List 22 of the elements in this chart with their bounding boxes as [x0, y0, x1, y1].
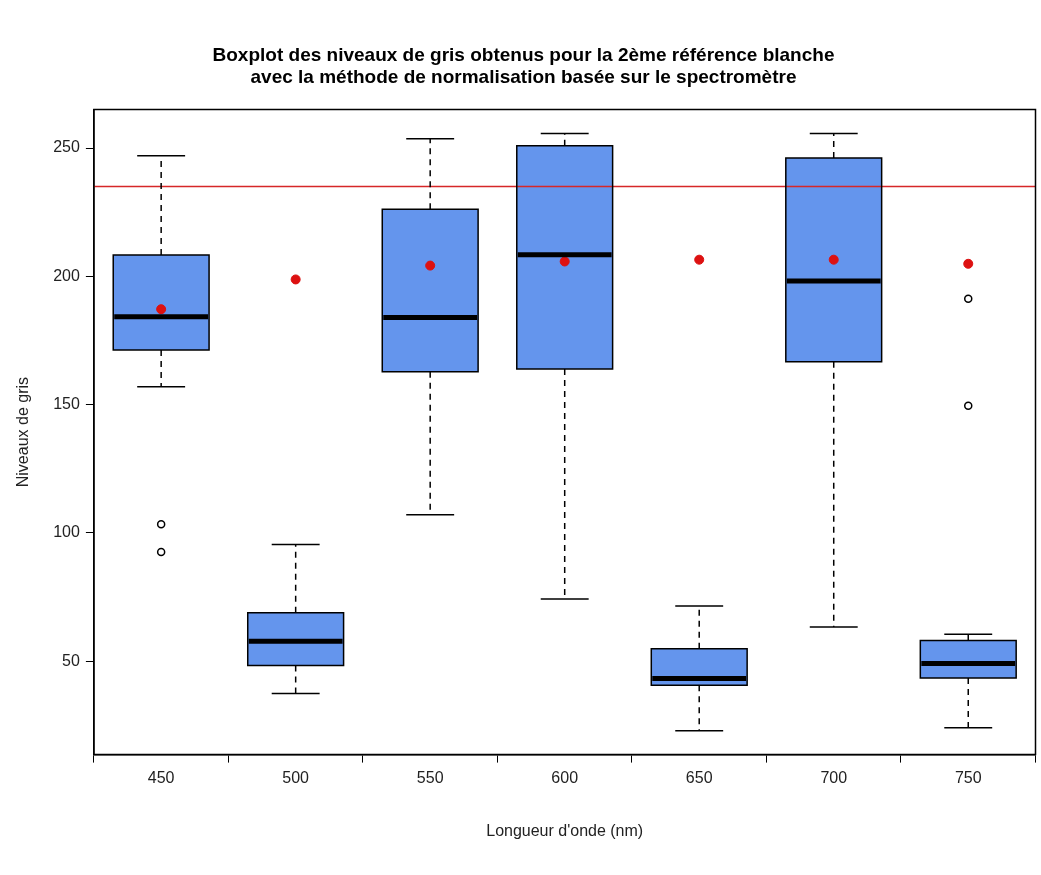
- point: [156, 304, 167, 315]
- x-tick-label: 750: [954, 768, 982, 786]
- point: [828, 254, 839, 265]
- x-tick-label: 500: [282, 768, 310, 786]
- y-tick-label: 50: [62, 651, 80, 669]
- x-axis-title: Longueur d'onde (nm): [486, 821, 644, 839]
- chart-title: Boxplot des niveaux de gris obtenus pour la 2ème référence blanche avec la méthode de normalisation basée sur le spectromètre: [212, 43, 835, 88]
- point: [963, 258, 974, 269]
- y-axis-title: Niveaux de gris: [14, 376, 32, 488]
- y-tick-label: 200: [53, 266, 80, 284]
- point: [559, 256, 570, 267]
- x-tick-label: 600: [551, 768, 579, 786]
- x-tick-label: 700: [820, 768, 848, 786]
- y-tick-label: 250: [53, 138, 80, 156]
- y-tick-label: 150: [53, 395, 80, 413]
- point: [290, 274, 301, 285]
- point: [425, 260, 436, 271]
- x-tick-label: 450: [147, 768, 175, 786]
- x-tick-label: 550: [416, 768, 444, 786]
- x-tick-label: 650: [685, 768, 713, 786]
- point: [694, 254, 705, 265]
- y-tick-label: 100: [53, 523, 80, 541]
